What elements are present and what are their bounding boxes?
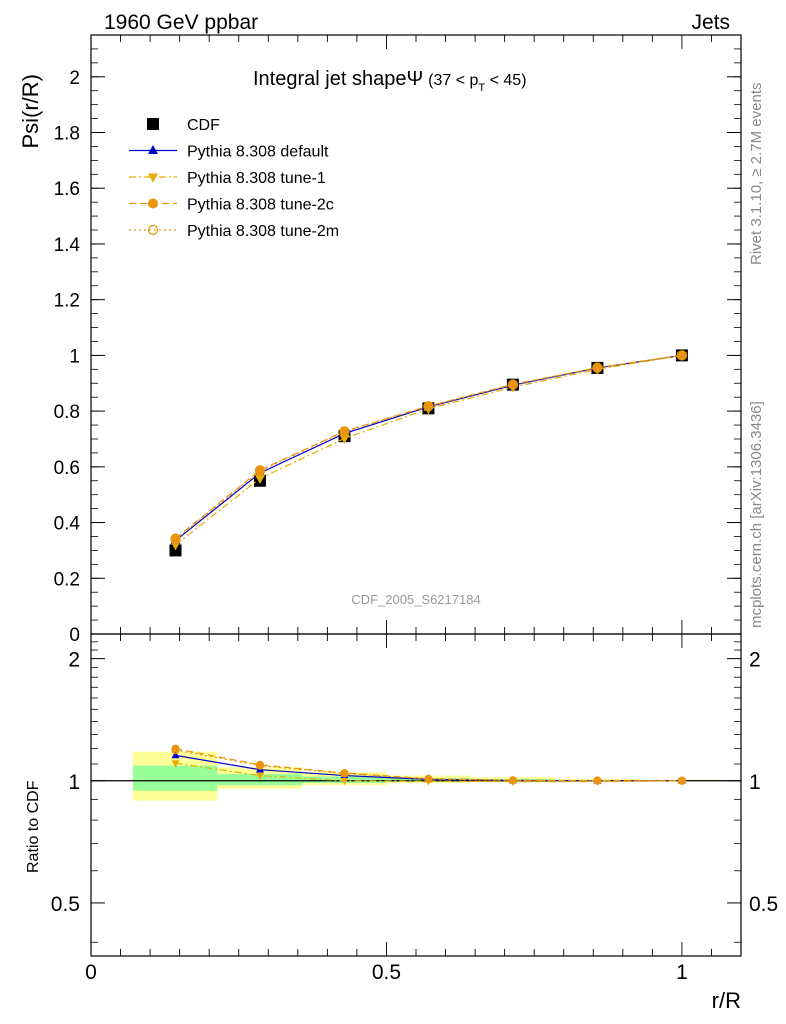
legend-item: CDF xyxy=(147,117,220,134)
ratio-series-line xyxy=(175,749,682,782)
ratio-xtick-label: 1 xyxy=(676,961,688,984)
series-pythia-8-308-tune-1 xyxy=(170,351,687,551)
xlabel: r/R xyxy=(712,988,741,1013)
ratio-series-layer xyxy=(171,744,687,787)
ratio-data-point xyxy=(171,750,180,759)
series-line xyxy=(175,354,683,546)
series-pythia-8-308-tune-2c xyxy=(170,350,687,544)
ratio-ytick-label-right: 0.5 xyxy=(749,893,778,916)
legend-item: Pythia 8.308 tune-2c xyxy=(129,197,334,214)
ratio-data-point xyxy=(677,776,687,785)
legend-marker xyxy=(147,224,159,236)
data-point xyxy=(423,401,434,412)
data-point xyxy=(170,534,181,545)
ratio-xtick-label: 0 xyxy=(85,961,97,984)
legend-item: Pythia 8.308 tune-2m xyxy=(129,223,339,240)
ratio-ylabel: Ratio to CDF xyxy=(25,780,42,873)
data-point xyxy=(423,401,434,412)
main-series-layer xyxy=(169,349,688,557)
ratio-data-point xyxy=(424,774,433,784)
legend-label: Pythia 8.308 tune-1 xyxy=(187,170,326,187)
legend: CDF Pythia 8.308 default Pythia 8.308 tune… xyxy=(129,117,339,240)
ratio-data-point xyxy=(677,776,686,785)
series-cdf xyxy=(169,349,688,557)
ratio-data-point xyxy=(171,760,180,768)
legend-label: Pythia 8.308 tune-2m xyxy=(187,223,339,240)
main-ytick-label: 1.8 xyxy=(54,124,80,145)
uncertainty-band-green xyxy=(132,765,218,791)
legend-label: Pythia 8.308 default xyxy=(187,144,329,161)
ratio-data-point xyxy=(508,776,518,785)
main-ytick-label: 1.4 xyxy=(54,235,81,256)
ratio-data-point xyxy=(171,746,180,755)
main-ytick-label: 2 xyxy=(69,68,80,89)
main-ytick-label: 0.6 xyxy=(54,458,80,479)
ratio-data-point xyxy=(593,776,602,785)
ratio-series-pythia-8-308-tune-2m xyxy=(171,746,687,785)
header-left: 1960 GeV ppbar xyxy=(104,11,258,34)
data-point xyxy=(339,434,350,444)
main-ytick-label: 0.2 xyxy=(54,569,80,590)
watermark: CDF_2005_S6217184 xyxy=(351,592,480,607)
main-title-range-end: < 45) xyxy=(485,72,526,89)
legend-marker xyxy=(148,198,158,209)
legend-marker xyxy=(147,118,159,130)
legend-label: CDF xyxy=(187,117,220,134)
main-ytick-label: 1 xyxy=(69,346,80,367)
main-ytick-label: 0.4 xyxy=(54,514,81,535)
main-title: Integral jet shapeΨ (37 < pT < 45) xyxy=(253,68,527,94)
legend-marker xyxy=(148,173,158,183)
ratio-ytick-label-right: 1 xyxy=(749,771,761,794)
ratio-data-point xyxy=(340,777,349,786)
data-point xyxy=(255,475,265,485)
ratio-data-point xyxy=(508,776,517,785)
series-line xyxy=(175,354,682,540)
main-ylabel: Psi(r/R) xyxy=(18,74,43,149)
data-point xyxy=(592,362,603,373)
series-line xyxy=(175,354,682,542)
ratio-xtick-label: 0.5 xyxy=(372,961,401,984)
main-title-sub: T xyxy=(478,82,485,94)
ratio-plot-area: 0.5 0.5 1 1 2 2 0 0.5 1 xyxy=(51,633,778,984)
ratio-data-point xyxy=(340,769,349,778)
legend-label: Pythia 8.308 tune-2c xyxy=(187,197,334,214)
header-right: Jets xyxy=(691,11,730,34)
data-point xyxy=(169,544,182,557)
data-point xyxy=(676,350,687,361)
legend-marker xyxy=(148,145,158,154)
ratio-ytick-label-right: 2 xyxy=(749,649,761,672)
ratio-ytick-label: 1 xyxy=(68,771,80,794)
series-pythia-8-308-tune-2m xyxy=(170,350,688,545)
main-ytick-label: 0.8 xyxy=(54,402,80,423)
data-point xyxy=(507,379,519,390)
ratio-ytick-label: 0.5 xyxy=(51,893,80,916)
main-ytick-label: 0 xyxy=(69,625,80,646)
data-point xyxy=(676,350,688,361)
ratio-data-point xyxy=(593,776,602,785)
main-plot-area: 0 0.2 0.4 0.6 0.8 1 1.2 1.4 1.6 1.8 2 xyxy=(54,34,742,646)
mcplots-label: mcplots.cern.ch [arXiv:1306.3436] xyxy=(748,401,765,628)
main-title-range: (37 < p xyxy=(428,72,478,89)
rivet-label: Rivet 3.1.10, ≥ 2.7M events xyxy=(748,83,765,266)
main-panel: 0 0.2 0.4 0.6 0.8 1 1.2 1.4 1.6 1.8 2 Psi(r/R) Int… xyxy=(18,34,742,646)
uncertainty-band-green xyxy=(217,773,302,786)
ratio-ytick-label: 2 xyxy=(68,649,80,672)
main-title-text: Integral jet shapeΨ xyxy=(253,68,423,90)
series-pythia-8-308-default xyxy=(170,349,687,545)
data-point xyxy=(254,465,266,477)
main-ytick-label: 1.6 xyxy=(54,179,80,200)
data-point xyxy=(592,362,603,373)
ratio-panel: 0.5 0.5 1 1 2 2 0 0.5 1 Ratio to CDF r/R xyxy=(25,633,778,1013)
ratio-data-point xyxy=(255,761,265,770)
series-line xyxy=(175,354,682,539)
legend-item: Pythia 8.308 tune-1 xyxy=(129,170,326,187)
ratio-data-point xyxy=(256,772,264,780)
data-point xyxy=(339,426,350,437)
main-ytick-label: 1.2 xyxy=(54,291,80,312)
legend-item: Pythia 8.308 default xyxy=(129,144,329,161)
